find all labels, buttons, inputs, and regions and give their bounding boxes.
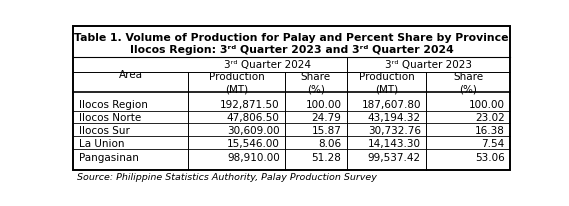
Text: La Union: La Union <box>79 138 124 148</box>
Text: Share
(%): Share (%) <box>453 71 483 94</box>
Text: 51.28: 51.28 <box>312 152 341 162</box>
Text: 192,871.50: 192,871.50 <box>220 100 280 110</box>
Text: 100.00: 100.00 <box>469 100 505 110</box>
Text: 8.06: 8.06 <box>318 138 341 148</box>
Text: 14,143.30: 14,143.30 <box>368 138 421 148</box>
Text: Pangasinan: Pangasinan <box>79 152 138 162</box>
Text: 53.06: 53.06 <box>475 152 505 162</box>
Text: 3ʳᵈ Quarter 2023: 3ʳᵈ Quarter 2023 <box>385 60 472 70</box>
Text: 100.00: 100.00 <box>306 100 341 110</box>
Text: 99,537.42: 99,537.42 <box>368 152 421 162</box>
Text: Table 1. Volume of Production for Palay and Percent Share by Province: Table 1. Volume of Production for Palay … <box>75 33 509 43</box>
Text: 187,607.80: 187,607.80 <box>361 100 421 110</box>
Text: Share
(%): Share (%) <box>301 71 331 94</box>
Text: 23.02: 23.02 <box>475 112 505 123</box>
Text: Production
(MT): Production (MT) <box>209 71 265 94</box>
Text: Ilocos Region: 3ʳᵈ Quarter 2023 and 3ʳᵈ Quarter 2024: Ilocos Region: 3ʳᵈ Quarter 2023 and 3ʳᵈ … <box>130 44 453 54</box>
Text: 3ʳᵈ Quarter 2024: 3ʳᵈ Quarter 2024 <box>224 60 311 70</box>
Text: 15,546.00: 15,546.00 <box>227 138 280 148</box>
Text: 30,609.00: 30,609.00 <box>227 125 280 135</box>
Text: Area: Area <box>119 70 143 80</box>
Text: 24.79: 24.79 <box>312 112 341 123</box>
Text: 98,910.00: 98,910.00 <box>227 152 280 162</box>
Text: Ilocos Region: Ilocos Region <box>79 100 147 110</box>
Text: 43,194.32: 43,194.32 <box>368 112 421 123</box>
Text: 7.54: 7.54 <box>481 138 505 148</box>
Text: 15.87: 15.87 <box>312 125 341 135</box>
Text: 16.38: 16.38 <box>475 125 505 135</box>
Text: 30,732.76: 30,732.76 <box>368 125 421 135</box>
Text: Production
(MT): Production (MT) <box>358 71 414 94</box>
Text: Ilocos Sur: Ilocos Sur <box>79 125 130 135</box>
Text: Ilocos Norte: Ilocos Norte <box>79 112 141 123</box>
Text: 47,806.50: 47,806.50 <box>227 112 280 123</box>
Text: Source: Philippine Statistics Authority, Palay Production Survey: Source: Philippine Statistics Authority,… <box>77 172 377 181</box>
